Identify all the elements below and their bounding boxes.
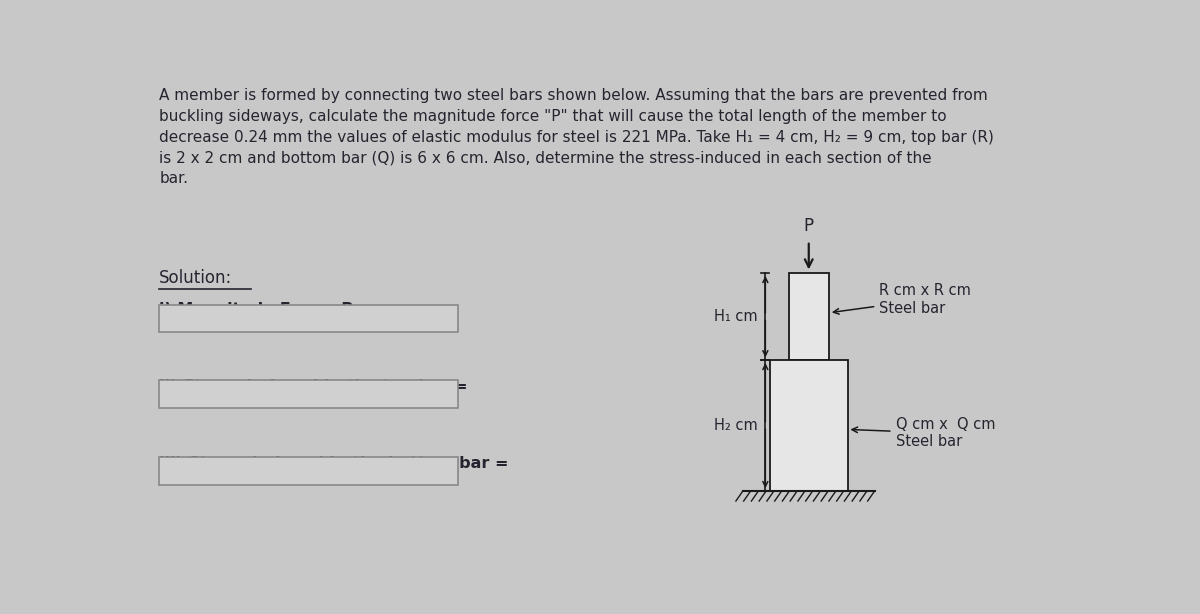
Bar — [770, 360, 847, 491]
Text: P: P — [804, 217, 814, 235]
Bar — [160, 305, 457, 332]
Text: Q cm x  Q cm
Steel bar: Q cm x Q cm Steel bar — [852, 417, 995, 449]
Text: Solution:: Solution: — [160, 270, 233, 287]
Text: decrease 0.24 mm the values of elastic modulus for steel is 221 MPa. Take H₁ = 4: decrease 0.24 mm the values of elastic m… — [160, 130, 994, 145]
Text: ii) Stress-induced in the top bar =: ii) Stress-induced in the top bar = — [160, 379, 468, 394]
Text: bar.: bar. — [160, 171, 188, 187]
Text: is 2 x 2 cm and bottom bar (Q) is 6 x 6 cm. Also, determine the stress-induced i: is 2 x 2 cm and bottom bar (Q) is 6 x 6 … — [160, 150, 932, 166]
Bar — [788, 273, 829, 360]
Bar — [160, 380, 457, 408]
Text: A member is formed by connecting two steel bars shown below. Assuming that the b: A member is formed by connecting two ste… — [160, 88, 988, 103]
Text: R cm x R cm
Steel bar: R cm x R cm Steel bar — [833, 284, 971, 316]
Bar — [160, 457, 457, 485]
Text: H₂ cm: H₂ cm — [714, 418, 757, 433]
Text: buckling sideways, calculate the magnitude force "P" that will cause the total l: buckling sideways, calculate the magnitu… — [160, 109, 947, 124]
Text: H₁ cm: H₁ cm — [714, 309, 757, 324]
Text: iii) Stress-induced in the bottom bar =: iii) Stress-induced in the bottom bar = — [160, 456, 509, 470]
Text: i) Magnitude Force, P =: i) Magnitude Force, P = — [160, 301, 372, 317]
